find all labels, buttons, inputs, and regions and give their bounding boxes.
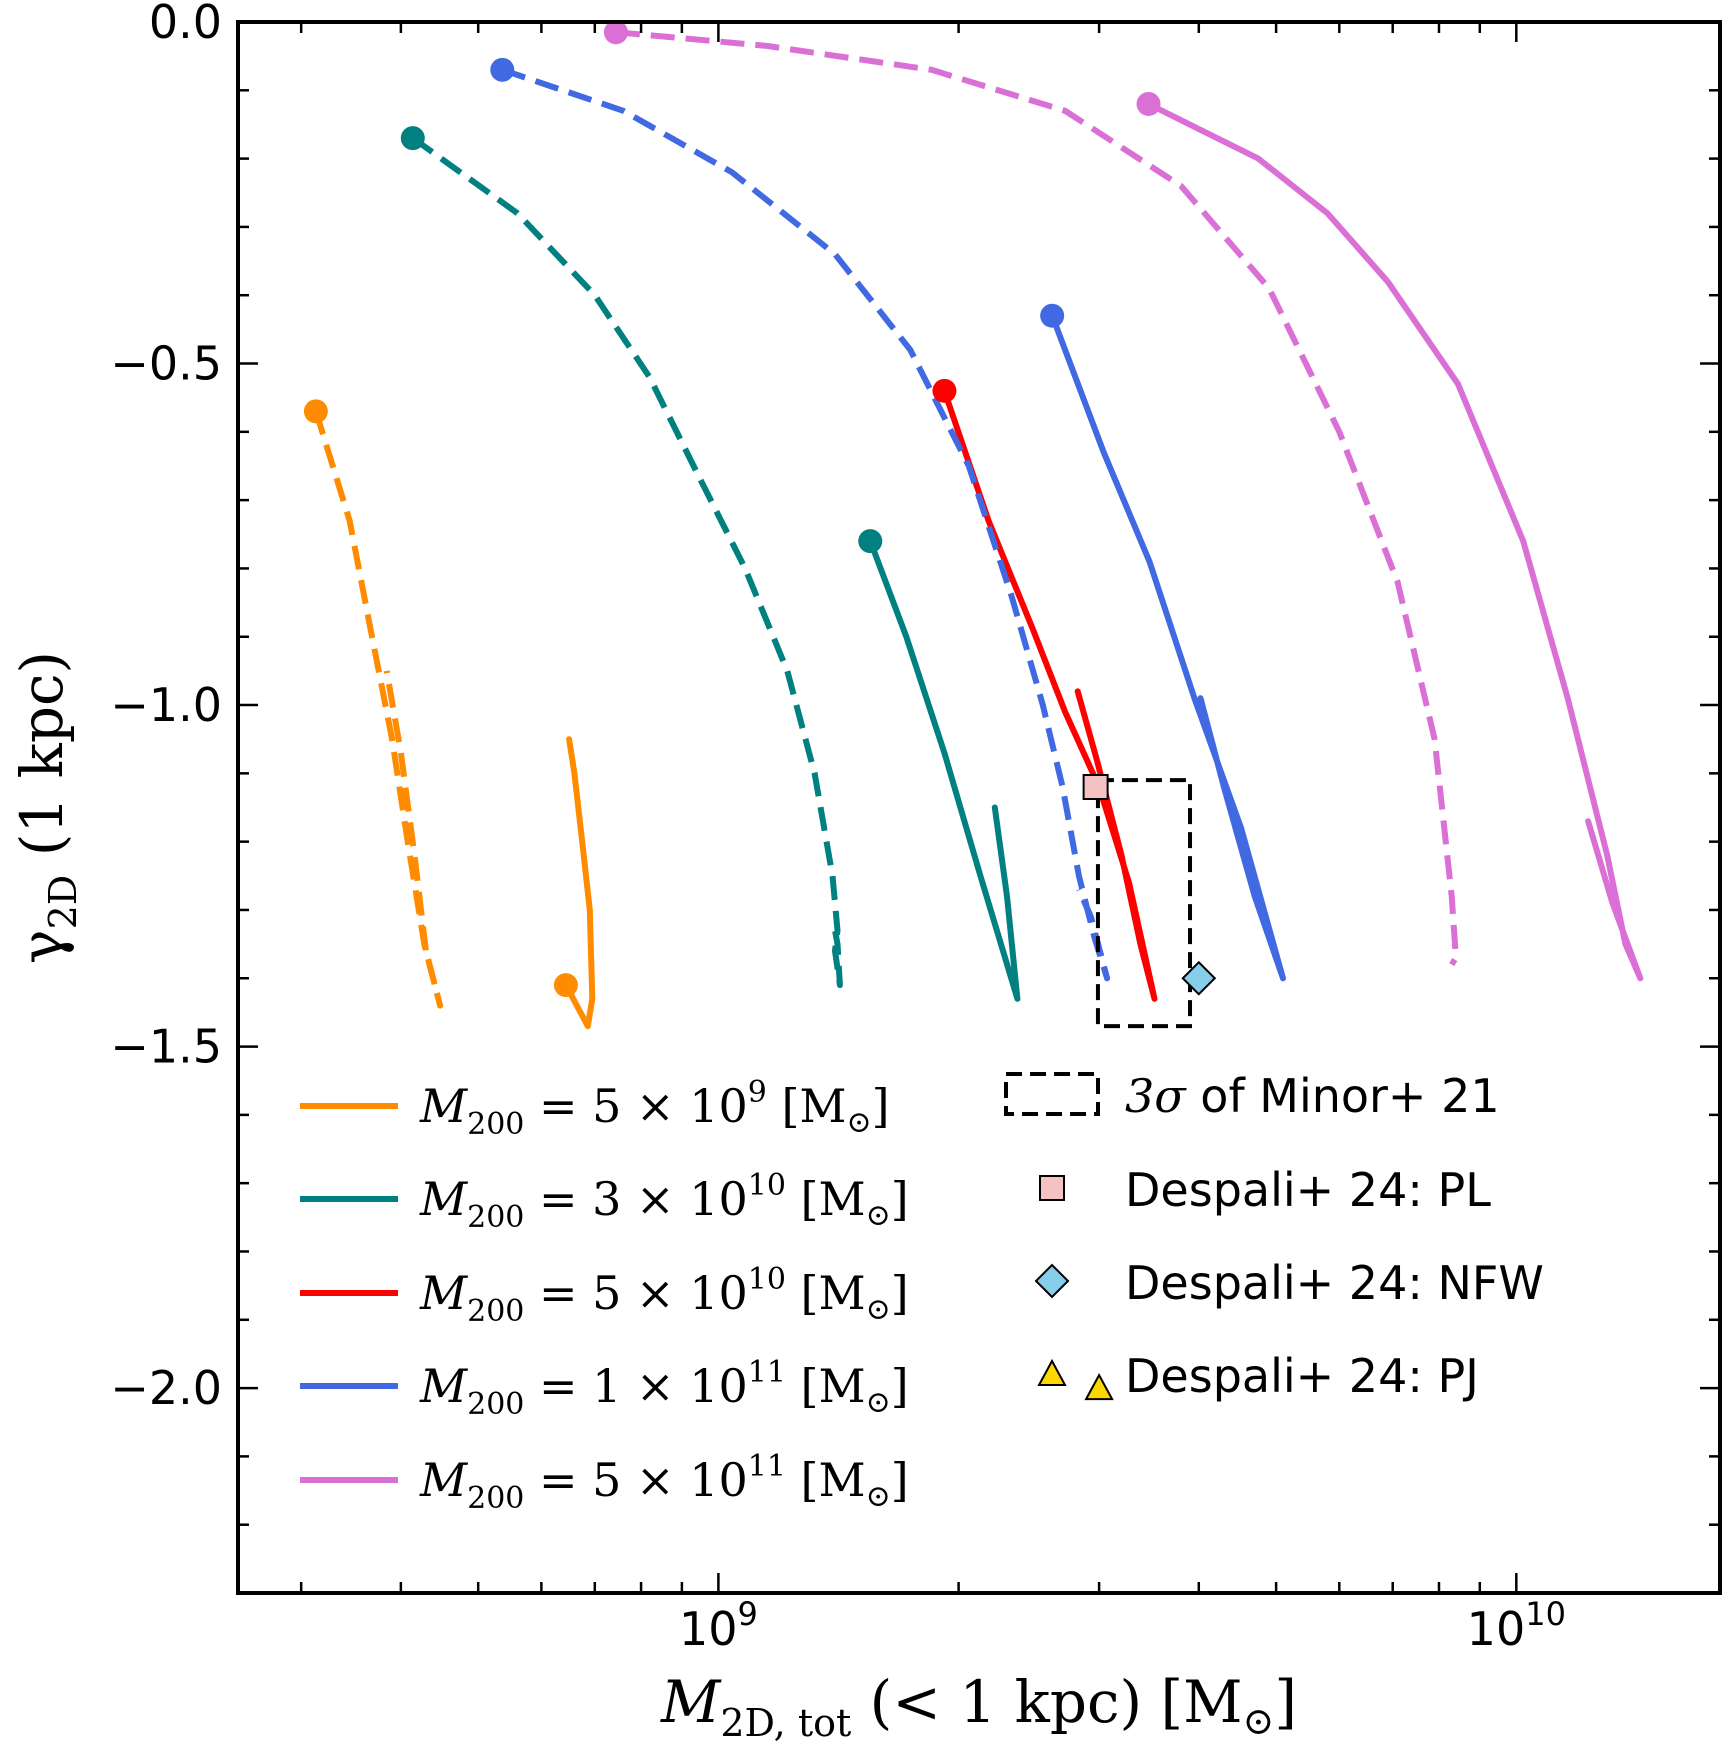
series-line-3-dashed <box>411 135 843 989</box>
axis-labels: M2D, tot (< 1 kpc) [M⊙] γ2D (1 kpc) <box>8 651 1297 1745</box>
legend-obs-label-3: Despali+ 24: NFW <box>1125 1256 1544 1310</box>
y-tick-label: 0.0 <box>149 0 222 49</box>
x-tick-label: 109 <box>679 1595 758 1656</box>
series-start-marker-6 <box>490 57 515 82</box>
series-start-marker-9 <box>1136 91 1161 116</box>
series-line-8-dashed <box>615 29 1459 967</box>
y-tick-label: −2.0 <box>110 1361 222 1415</box>
despali24-pj-triangle-marker <box>1084 1372 1114 1401</box>
y-tick-label: −0.5 <box>110 337 222 391</box>
series-line-5-solid <box>941 387 1158 1002</box>
legend-label-3: M200 = 5 × 1010 [M⊙] <box>419 1262 909 1329</box>
series-line-6-dashed <box>501 66 1111 982</box>
observations-layer <box>1082 774 1217 1401</box>
axis-ticks: 0.0 −0.5 −1.0 −1.5 −2.0 109 1010 <box>110 0 1720 1656</box>
series-start-marker-3 <box>400 126 425 151</box>
legend-diamond-swatch <box>1034 1263 1070 1299</box>
legend-square-swatch <box>1039 1175 1065 1201</box>
minor21-3sigma-box <box>1095 778 1193 1029</box>
series-start-marker-8 <box>603 22 628 45</box>
y-axis-label: γ2D (1 kpc) <box>8 651 85 964</box>
legend: M200 = 5 × 109 [M⊙] M200 = 3 × 1010 [M⊙] M… <box>300 1069 1544 1516</box>
series-line-4-solid <box>867 538 1021 1002</box>
legend-obs-label-1: 3σ of Minor+ 21 <box>1125 1069 1500 1123</box>
plot-border <box>236 20 1722 1595</box>
x-axis-label: M2D, tot (< 1 kpc) [M⊙] <box>660 1668 1297 1745</box>
series-line-9-solid <box>1145 101 1644 982</box>
legend-label-4: M200 = 1 × 1011 [M⊙] <box>419 1355 909 1422</box>
legend-triangle-swatch <box>1037 1358 1067 1386</box>
series-start-marker-2 <box>553 973 578 998</box>
series-start-marker-7 <box>1040 303 1065 328</box>
series-layer <box>303 22 1644 1030</box>
series-line-7-solid <box>1049 312 1286 982</box>
series-line-1-dashed <box>313 410 444 1009</box>
legend-obs-label-2: Despali+ 24: PL <box>1125 1163 1491 1217</box>
legend-obs-label-4: Despali+ 24: PJ <box>1125 1349 1479 1403</box>
legend-label-5: M200 = 5 × 1011 [M⊙] <box>419 1449 909 1516</box>
despali24-pl-square-marker <box>1082 774 1109 801</box>
series-line-2-solid <box>562 736 596 1030</box>
x-tick-label: 1010 <box>1467 1595 1566 1656</box>
series-start-marker-4 <box>858 529 883 554</box>
legend-label-2: M200 = 3 × 1010 [M⊙] <box>419 1168 909 1235</box>
legend-box-swatch <box>1004 1072 1100 1116</box>
series-start-marker-1 <box>303 399 328 424</box>
legend-label-1: M200 = 5 × 109 [M⊙] <box>419 1075 890 1142</box>
series-start-marker-5 <box>932 378 957 403</box>
despali24-nfw-diamond-marker <box>1181 960 1217 996</box>
y-tick-label: −1.5 <box>110 1020 222 1074</box>
plot-frame <box>236 20 1722 1595</box>
y-tick-label: −1.0 <box>110 678 222 732</box>
